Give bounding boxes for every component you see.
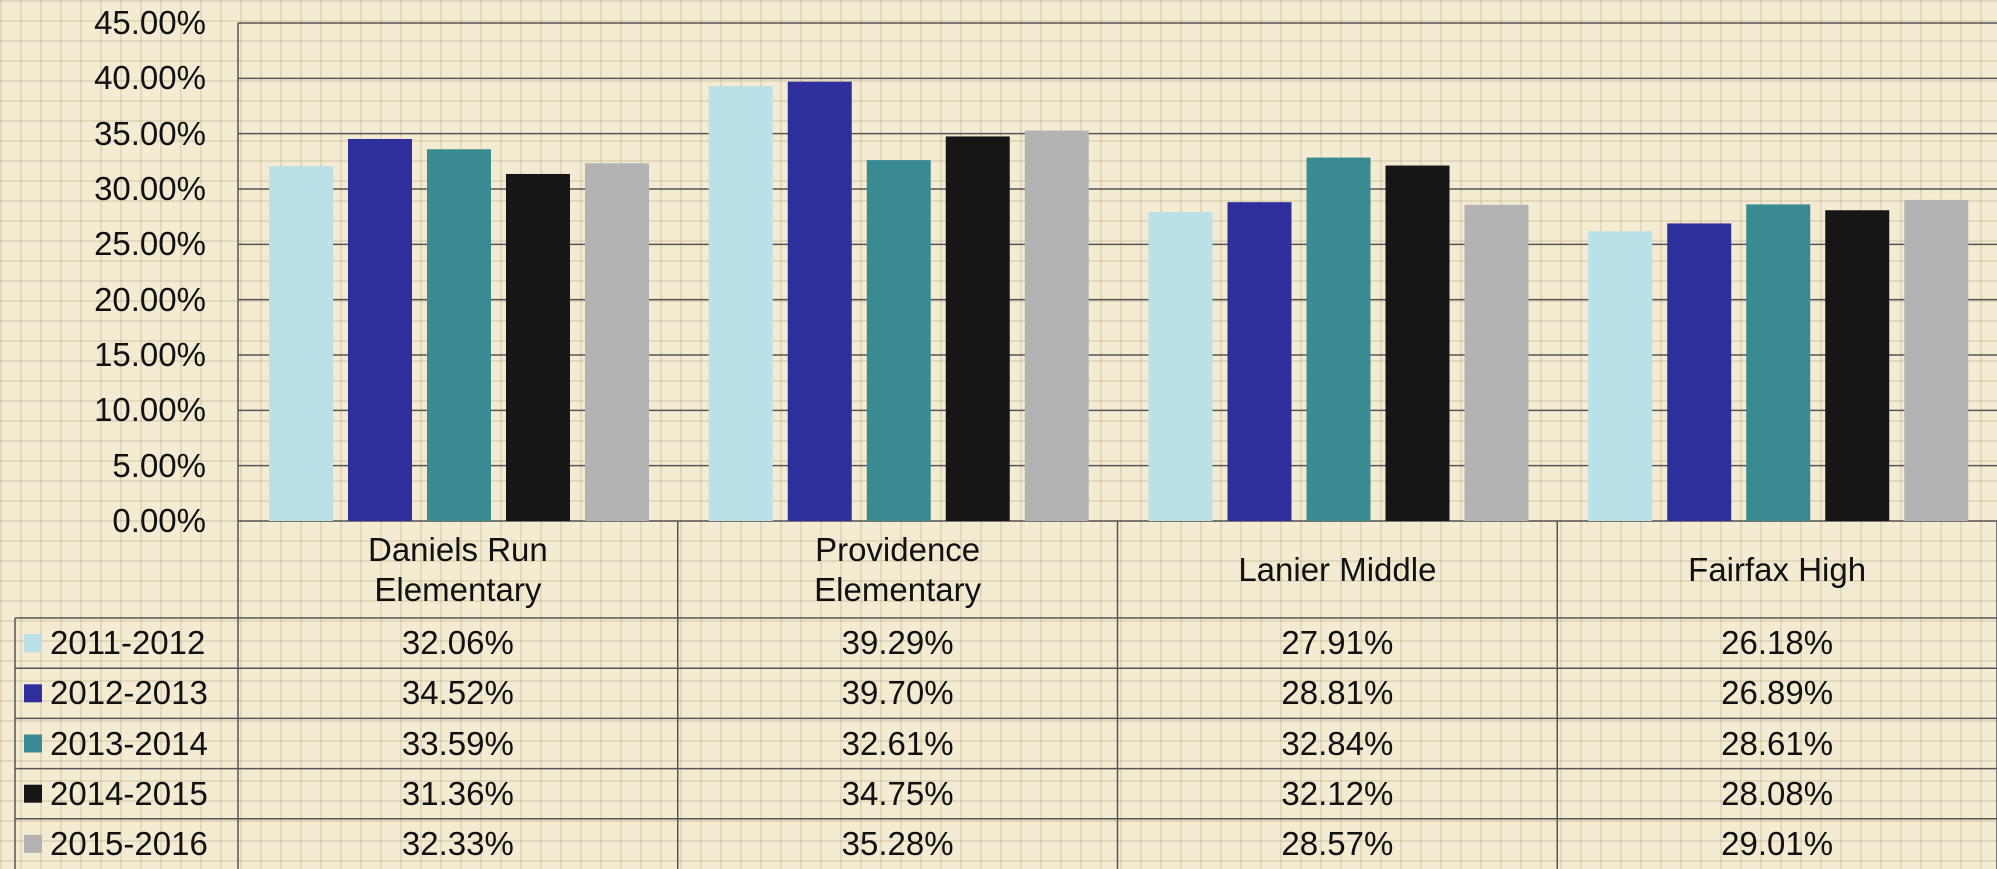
bar bbox=[1385, 165, 1450, 521]
x-tick-label: Daniels Run Elementary bbox=[367, 530, 548, 608]
data-label: 32.06% bbox=[401, 624, 514, 662]
bar bbox=[348, 138, 412, 521]
bar bbox=[1148, 212, 1213, 521]
y-tick-label: 10.00% bbox=[94, 391, 206, 429]
data-label: 32.61% bbox=[841, 724, 954, 762]
data-label: 26.89% bbox=[1721, 674, 1834, 712]
data-label: 32.84% bbox=[1281, 724, 1394, 762]
data-label: 26.18% bbox=[1721, 624, 1834, 662]
bar bbox=[1588, 231, 1653, 522]
legend-swatch bbox=[24, 684, 42, 703]
y-tick-label: 45.00% bbox=[94, 4, 206, 41]
data-label: 29.01% bbox=[1721, 824, 1834, 862]
data-label: 27.91% bbox=[1281, 624, 1394, 662]
y-tick-label: 25.00% bbox=[94, 225, 206, 263]
legend-swatch bbox=[24, 634, 42, 653]
legend-label: 2013-2014 bbox=[50, 724, 208, 762]
data-label: 28.08% bbox=[1721, 774, 1834, 812]
y-tick-label: 5.00% bbox=[112, 446, 206, 484]
legend-swatch bbox=[24, 834, 42, 853]
bar bbox=[1227, 202, 1292, 522]
data-label: 34.75% bbox=[841, 774, 954, 812]
legend-label: 2011-2012 bbox=[50, 624, 206, 662]
y-tick-label: 0.00% bbox=[112, 502, 206, 539]
bar bbox=[585, 163, 649, 521]
x-tick-label: Lanier Middle bbox=[1238, 550, 1437, 588]
y-tick-label: 30.00% bbox=[94, 170, 206, 207]
bar bbox=[945, 136, 1010, 521]
y-tick-label: 35.00% bbox=[94, 114, 206, 152]
data-label: 39.29% bbox=[841, 624, 954, 662]
x-tick-label: Fairfax High bbox=[1688, 550, 1867, 588]
data-label: 31.36% bbox=[401, 774, 514, 812]
data-label: 28.81% bbox=[1281, 674, 1394, 712]
bar bbox=[787, 81, 852, 522]
bar bbox=[1667, 223, 1732, 521]
bar bbox=[1464, 204, 1529, 522]
bar bbox=[1024, 130, 1089, 521]
y-tick-label: 40.00% bbox=[94, 59, 206, 97]
legend-swatch bbox=[24, 784, 42, 803]
y-tick-label: 15.00% bbox=[94, 336, 206, 373]
bar bbox=[269, 166, 333, 521]
bar bbox=[708, 86, 773, 521]
bar bbox=[427, 149, 491, 521]
legend-label: 2012-2013 bbox=[50, 674, 208, 712]
data-label: 28.57% bbox=[1281, 824, 1394, 862]
bar bbox=[1746, 204, 1811, 521]
data-label: 39.70% bbox=[841, 674, 954, 712]
y-tick-label: 20.00% bbox=[94, 280, 206, 318]
bar bbox=[866, 160, 931, 521]
data-label: 33.59% bbox=[401, 724, 514, 762]
data-label: 28.61% bbox=[1721, 724, 1834, 762]
bar bbox=[506, 173, 570, 521]
data-label: 34.52% bbox=[401, 674, 514, 712]
data-label: 35.28% bbox=[841, 824, 954, 862]
bar bbox=[1825, 210, 1890, 522]
data-label: 32.12% bbox=[1281, 774, 1394, 812]
legend-label: 2014-2015 bbox=[50, 774, 208, 812]
legend-label: 2015-2016 bbox=[50, 824, 208, 862]
x-tick-label: Providence Elementary bbox=[814, 530, 982, 608]
bar bbox=[1306, 157, 1371, 521]
bar bbox=[1904, 199, 1969, 521]
data-label: 32.33% bbox=[401, 824, 514, 862]
legend-swatch bbox=[24, 734, 42, 753]
